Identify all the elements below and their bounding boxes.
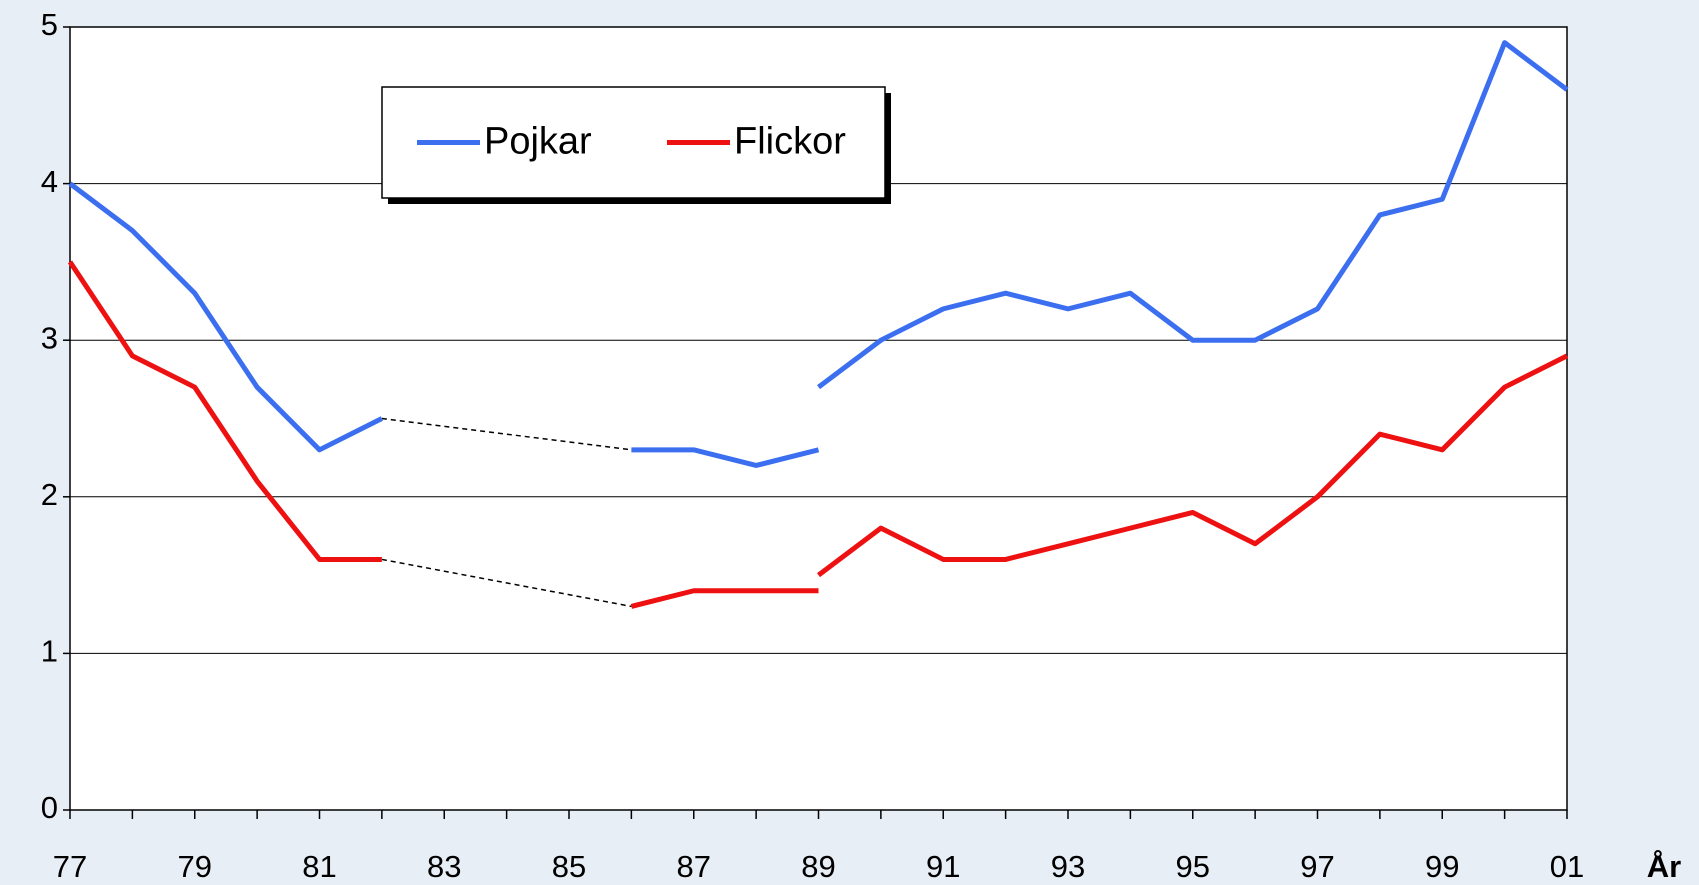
gap-connector <box>381 417 632 451</box>
x-tick-label: 87 <box>677 849 711 884</box>
y-tick-label: 5 <box>41 7 58 42</box>
line-series <box>630 588 819 609</box>
y-tick-label: 4 <box>41 164 58 199</box>
y-tick-label: 0 <box>41 790 58 825</box>
x-axis-label: År <box>1647 849 1681 884</box>
x-tick-label: 91 <box>926 849 960 884</box>
line-series <box>68 181 383 453</box>
x-tick-label: 79 <box>178 849 212 884</box>
x-tick-label: 99 <box>1425 849 1459 884</box>
x-tick-label: 77 <box>53 849 87 884</box>
line-series <box>816 40 1569 390</box>
x-tick-label: 81 <box>302 849 336 884</box>
x-tick-label: 83 <box>427 849 461 884</box>
x-tick-label: 01 <box>1550 849 1584 884</box>
y-tick-label: 1 <box>41 634 58 669</box>
line-series <box>816 353 1569 578</box>
y-tick-label: 2 <box>41 477 58 512</box>
line-series <box>631 447 820 468</box>
x-tick-label: 89 <box>801 849 835 884</box>
legend-label: Flickor <box>734 121 846 163</box>
line-series <box>67 260 382 562</box>
x-tick-label: 93 <box>1051 849 1085 884</box>
x-tick-label: 95 <box>1176 849 1210 884</box>
legend-label: Pojkar <box>484 121 592 163</box>
x-tick-label: 97 <box>1300 849 1334 884</box>
x-tick-label: 85 <box>552 849 586 884</box>
y-tick-label: 3 <box>41 320 58 355</box>
gap-connector <box>381 558 632 608</box>
